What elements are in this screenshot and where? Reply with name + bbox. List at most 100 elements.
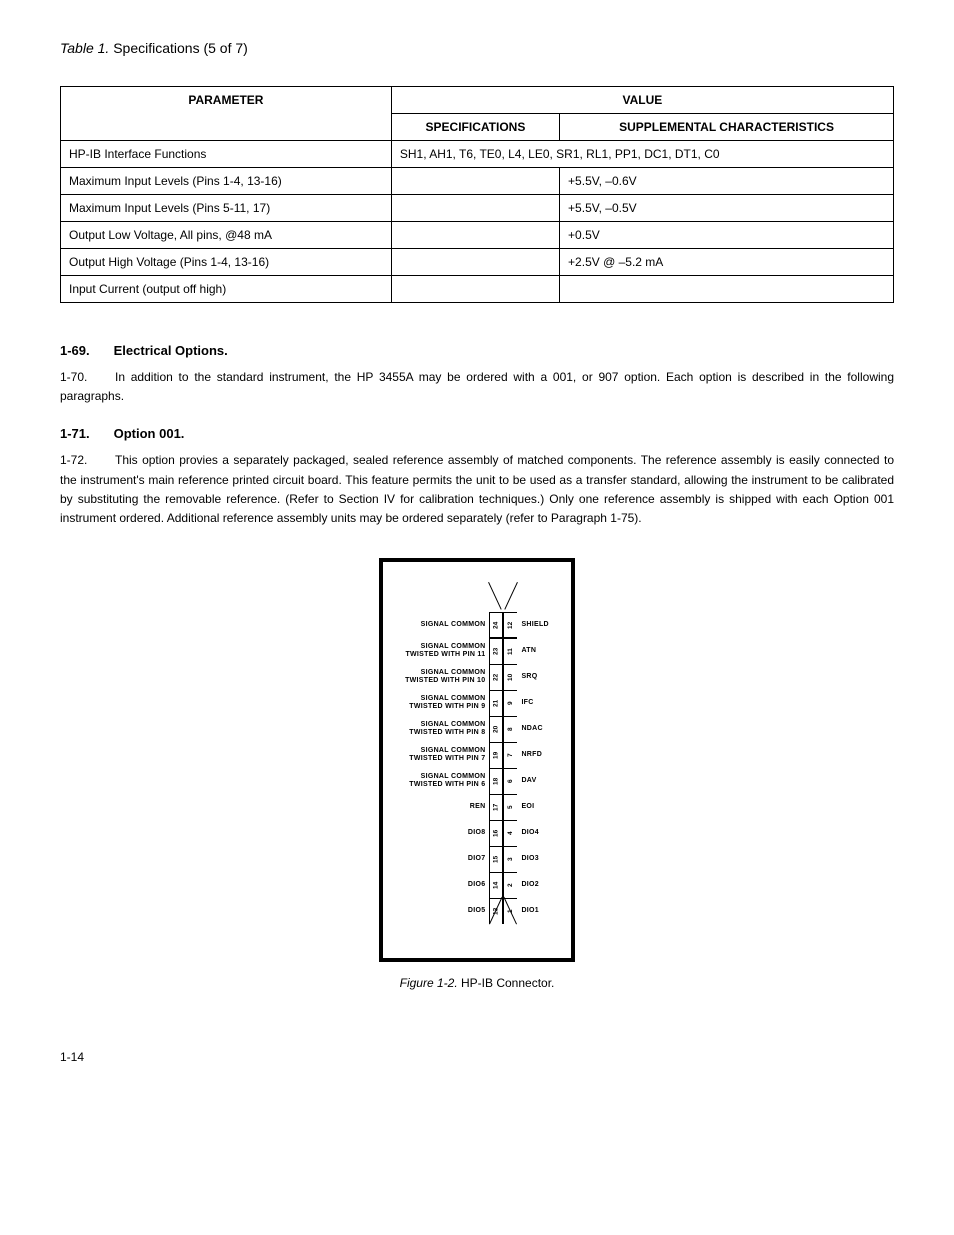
pin-label-right: DIO4 — [521, 820, 539, 846]
cell-spec — [391, 222, 559, 249]
pin-cell: 18 — [489, 768, 503, 794]
figure-hpib-connector: SIGNAL COMMONSIGNAL COMMONTWISTED WITH P… — [60, 558, 894, 990]
pin-cell: 4 — [503, 820, 517, 846]
cell-param: Output High Voltage (Pins 1-4, 13-16) — [61, 249, 392, 276]
pin-label-left: SIGNAL COMMONTWISTED WITH PIN 10 — [405, 664, 485, 690]
pin-cell: 14 — [489, 872, 503, 898]
pin-row: 2412 — [489, 612, 517, 638]
pin-label-right: DAV — [521, 768, 536, 794]
pin-row: 2210 — [489, 664, 517, 690]
cell-param: HP-IB Interface Functions — [61, 141, 392, 168]
table-title: Table 1. Specifications (5 of 7) — [60, 40, 894, 56]
pin-label-right: ATN — [521, 638, 536, 664]
th-specifications: SPECIFICATIONS — [391, 114, 559, 141]
pin-cell: 3 — [503, 846, 517, 872]
cell-spec — [391, 168, 559, 195]
cell-char: +5.5V, –0.5V — [560, 195, 894, 222]
pin-cell: 17 — [489, 794, 503, 820]
page-number: 1-14 — [60, 1050, 894, 1064]
cell-char: +5.5V, –0.6V — [560, 168, 894, 195]
pin-label-left: SIGNAL COMMONTWISTED WITH PIN 7 — [409, 742, 485, 768]
pin-cell: 5 — [503, 794, 517, 820]
pin-label-right: DIO1 — [521, 898, 539, 924]
paragraph: 1-72.This option provies a separately pa… — [60, 451, 894, 528]
connector-diagram: SIGNAL COMMONSIGNAL COMMONTWISTED WITH P… — [379, 558, 575, 962]
table-row: HP-IB Interface Functions SH1, AH1, T6, … — [61, 141, 894, 168]
pin-cell: 10 — [503, 664, 517, 690]
pin-row: 197 — [489, 742, 517, 768]
cell-spec — [391, 249, 559, 276]
pin-label-left: SIGNAL COMMONTWISTED WITH PIN 9 — [409, 690, 485, 716]
pin-row: 208 — [489, 716, 517, 742]
pin-grid: 241223112210219208197186175164153142131 — [489, 612, 517, 924]
cell-char — [560, 276, 894, 303]
para-num: 1-72. — [60, 451, 115, 470]
pin-label-left: REN — [470, 794, 486, 820]
section-electrical-options: 1-69. Electrical Options. 1-70.In additi… — [60, 343, 894, 406]
section-option-001: 1-71. Option 001. 1-72.This option provi… — [60, 426, 894, 528]
paragraph: 1-70.In addition to the standard instrum… — [60, 368, 894, 406]
cell-param: Output Low Voltage, All pins, @48 mA — [61, 222, 392, 249]
pin-block: 241223112210219208197186175164153142131 — [489, 582, 517, 924]
th-value: VALUE — [391, 87, 893, 114]
pin-cell: 21 — [489, 690, 503, 716]
figure-caption-num: Figure 1-2. — [400, 976, 458, 990]
table-title-text: Specifications (5 of 7) — [113, 40, 248, 56]
table-title-num: Table 1. — [60, 40, 109, 56]
left-label-column: SIGNAL COMMONSIGNAL COMMONTWISTED WITH P… — [405, 582, 485, 924]
pin-row: 164 — [489, 820, 517, 846]
pin-cell: 8 — [503, 716, 517, 742]
cell-spec — [391, 276, 559, 303]
section-title: Option 001. — [114, 426, 185, 441]
th-supplemental: SUPPLEMENTAL CHARACTERISTICS — [560, 114, 894, 141]
pin-cell: 16 — [489, 820, 503, 846]
pin-row: 142 — [489, 872, 517, 898]
cell-param: Input Current (output off high) — [61, 276, 392, 303]
th-parameter: PARAMETER — [61, 87, 392, 141]
table-row: Maximum Input Levels (Pins 1-4, 13-16) +… — [61, 168, 894, 195]
pin-label-right: DIO3 — [521, 846, 539, 872]
pin-label-right: NRFD — [521, 742, 542, 768]
section-title: Electrical Options. — [114, 343, 228, 358]
pin-cell: 12 — [503, 612, 517, 638]
pin-label-left: DIO6 — [468, 872, 486, 898]
section-heading: 1-69. Electrical Options. — [60, 343, 894, 358]
cell-spec: SH1, AH1, T6, TE0, L4, LE0, SR1, RL1, PP… — [391, 141, 893, 168]
para-text: This option provies a separately package… — [60, 453, 894, 525]
pin-label-left: SIGNAL COMMONTWISTED WITH PIN 11 — [405, 638, 485, 664]
pin-label-right: EOI — [521, 794, 534, 820]
pin-row: 175 — [489, 794, 517, 820]
cell-char: +0.5V — [560, 222, 894, 249]
section-heading: 1-71. Option 001. — [60, 426, 894, 441]
pin-cell: 20 — [489, 716, 503, 742]
pin-row: 153 — [489, 846, 517, 872]
pin-label-left: DIO7 — [468, 846, 486, 872]
pin-label-left: SIGNAL COMMONTWISTED WITH PIN 6 — [409, 768, 485, 794]
table-row: Output Low Voltage, All pins, @48 mA +0.… — [61, 222, 894, 249]
pin-cell: 22 — [489, 664, 503, 690]
pin-row: 219 — [489, 690, 517, 716]
section-num: 1-71. — [60, 426, 110, 441]
table-row: Input Current (output off high) — [61, 276, 894, 303]
figure-caption: Figure 1-2. HP-IB Connector. — [60, 976, 894, 990]
pin-label-left: DIO8 — [468, 820, 486, 846]
pin-cell: 24 — [489, 612, 503, 638]
pin-label-left: SIGNAL COMMON — [421, 612, 486, 638]
pin-row: 186 — [489, 768, 517, 794]
pin-cell: 2 — [503, 872, 517, 898]
pin-label-right: IFC — [521, 690, 533, 716]
pin-cell: 9 — [503, 690, 517, 716]
pin-label-right: SHIELD — [521, 612, 548, 638]
pin-label-right: SRQ — [521, 664, 537, 690]
cell-param: Maximum Input Levels (Pins 5-11, 17) — [61, 195, 392, 222]
pin-cell: 15 — [489, 846, 503, 872]
table-row: Output High Voltage (Pins 1-4, 13-16) +2… — [61, 249, 894, 276]
cell-param: Maximum Input Levels (Pins 1-4, 13-16) — [61, 168, 392, 195]
para-text: In addition to the standard instrument, … — [60, 370, 894, 403]
specifications-table: PARAMETER VALUE SPECIFICATIONS SUPPLEMEN… — [60, 86, 894, 303]
cell-spec — [391, 195, 559, 222]
pin-row: 2311 — [489, 638, 517, 664]
pin-cell: 19 — [489, 742, 503, 768]
cell-char: +2.5V @ –5.2 mA — [560, 249, 894, 276]
pin-label-left: DIO5 — [468, 898, 486, 924]
